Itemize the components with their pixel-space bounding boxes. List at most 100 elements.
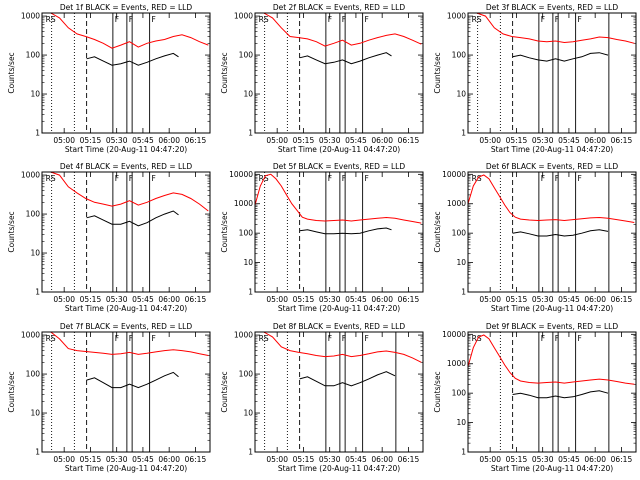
marker-label: F (328, 174, 332, 183)
y-axis-label: Counts/sec (7, 211, 16, 252)
x-tick-label: 06:15 (611, 295, 633, 304)
y-tick-label: 1 (248, 448, 253, 457)
panel-title: Det 6f BLACK = Events, RED = LLD (486, 162, 619, 171)
y-tick-label: 1000 (447, 12, 466, 21)
lld-series-line (468, 13, 635, 44)
x-tick-label: 05:00 (53, 136, 75, 145)
x-axis-label: Start Time (20-Aug-11 04:47:20) (65, 145, 187, 154)
y-tick-label: 10 (243, 258, 253, 267)
y-tick-label: 1000 (234, 12, 253, 21)
lld-series-line (468, 334, 635, 385)
y-tick-label: 1000 (21, 12, 40, 21)
x-tick-label: 05:45 (345, 136, 367, 145)
detector-panel: Det 5f BLACK = Events, RED = LLD Counts/s… (220, 162, 424, 313)
detector-panel: Det 3f BLACK = Events, RED = LLD Counts/s… (433, 3, 637, 154)
x-tick-label: 05:15 (293, 455, 315, 464)
x-tick-label: 06:00 (158, 455, 180, 464)
marker-label: F (365, 334, 369, 343)
marker-label: F (129, 174, 133, 183)
x-axis-label: Start Time (20-Aug-11 04:47:20) (491, 145, 613, 154)
x-tick-label: 06:15 (398, 295, 420, 304)
marker-label: F (555, 174, 559, 183)
marker-label: F (578, 174, 582, 183)
y-tick-label: 10 (30, 249, 40, 258)
y-tick-label: 100 (26, 210, 41, 219)
y-axis-label: Counts/sec (7, 52, 16, 93)
y-axis-label: Counts/sec (433, 371, 442, 412)
x-tick-label: 05:15 (293, 136, 315, 145)
x-tick-label: 05:00 (53, 455, 75, 464)
y-tick-label: 10 (456, 258, 466, 267)
x-tick-label: 06:00 (371, 455, 393, 464)
x-tick-label: 05:15 (293, 295, 315, 304)
y-tick-label: 10000 (442, 170, 466, 179)
x-tick-label: 05:00 (266, 455, 288, 464)
y-tick-label: 10000 (442, 330, 466, 339)
x-tick-label: 05:15 (506, 295, 528, 304)
x-tick-label: 05:00 (479, 455, 501, 464)
x-tick-label: 05:30 (532, 295, 554, 304)
events-series-line (512, 52, 609, 62)
y-tick-label: 1 (35, 448, 40, 457)
x-tick-label: 05:30 (319, 455, 341, 464)
events-series-line (512, 229, 609, 237)
marker-label: F (541, 334, 545, 343)
x-tick-label: 06:00 (371, 295, 393, 304)
y-tick-label: 10 (456, 90, 466, 99)
y-axis-label: Counts/sec (220, 211, 229, 252)
x-tick-label: 05:45 (132, 136, 154, 145)
detector-panel: Det 1f BLACK = Events, RED = LLD Counts/s… (7, 3, 211, 154)
x-tick-label: 06:15 (185, 295, 207, 304)
lld-series-line (468, 174, 635, 223)
events-series-line (86, 371, 179, 389)
marker-label: RS (46, 15, 56, 24)
y-tick-label: 1 (461, 448, 466, 457)
marker-label: F (342, 334, 346, 343)
y-tick-label: 1000 (447, 199, 466, 208)
plot-frame (41, 12, 211, 134)
marker-label: F (578, 15, 582, 24)
x-axis-label: Start Time (20-Aug-11 04:47:20) (278, 145, 400, 154)
detector-panel: Det 6f BLACK = Events, RED = LLD Counts/s… (433, 162, 637, 313)
panel-title: Det 3f BLACK = Events, RED = LLD (486, 3, 619, 12)
marker-label: F (328, 15, 332, 24)
x-tick-label: 05:45 (132, 455, 154, 464)
x-tick-label: 06:00 (584, 295, 606, 304)
x-axis-label: Start Time (20-Aug-11 04:47:20) (65, 304, 187, 313)
x-tick-label: 05:00 (479, 136, 501, 145)
y-tick-label: 100 (239, 370, 254, 379)
panel-title: Det 5f BLACK = Events, RED = LLD (273, 162, 406, 171)
lld-series-line (42, 13, 209, 49)
x-axis-label: Start Time (20-Aug-11 04:47:20) (278, 464, 400, 473)
y-tick-label: 1000 (21, 331, 40, 340)
panel-title: Det 7f BLACK = Events, RED = LLD (60, 322, 193, 331)
y-tick-label: 100 (452, 229, 467, 238)
marker-label: RS (46, 174, 56, 183)
y-tick-label: 1 (248, 129, 253, 138)
x-tick-label: 05:15 (506, 455, 528, 464)
marker-label: F (152, 15, 156, 24)
x-tick-label: 06:15 (611, 455, 633, 464)
x-tick-label: 05:15 (80, 455, 102, 464)
x-axis-label: Start Time (20-Aug-11 04:47:20) (65, 464, 187, 473)
events-series-line (86, 210, 179, 227)
marker-label: RS (472, 15, 482, 24)
y-tick-label: 1000 (234, 199, 253, 208)
marker-label: F (555, 334, 559, 343)
y-axis-label: Counts/sec (433, 211, 442, 252)
x-tick-label: 05:30 (319, 295, 341, 304)
x-tick-label: 05:00 (53, 295, 75, 304)
y-axis-label: Counts/sec (433, 52, 442, 93)
events-series-line (512, 390, 609, 399)
marker-label: F (152, 174, 156, 183)
y-axis-label: Counts/sec (220, 52, 229, 93)
x-tick-label: 06:15 (398, 136, 420, 145)
y-tick-label: 1 (35, 129, 40, 138)
y-tick-label: 100 (26, 370, 41, 379)
marker-label: RS (472, 334, 482, 343)
marker-label: F (578, 334, 582, 343)
events-series-line (299, 52, 392, 65)
marker-label: F (541, 15, 545, 24)
plot-frame (41, 331, 211, 453)
